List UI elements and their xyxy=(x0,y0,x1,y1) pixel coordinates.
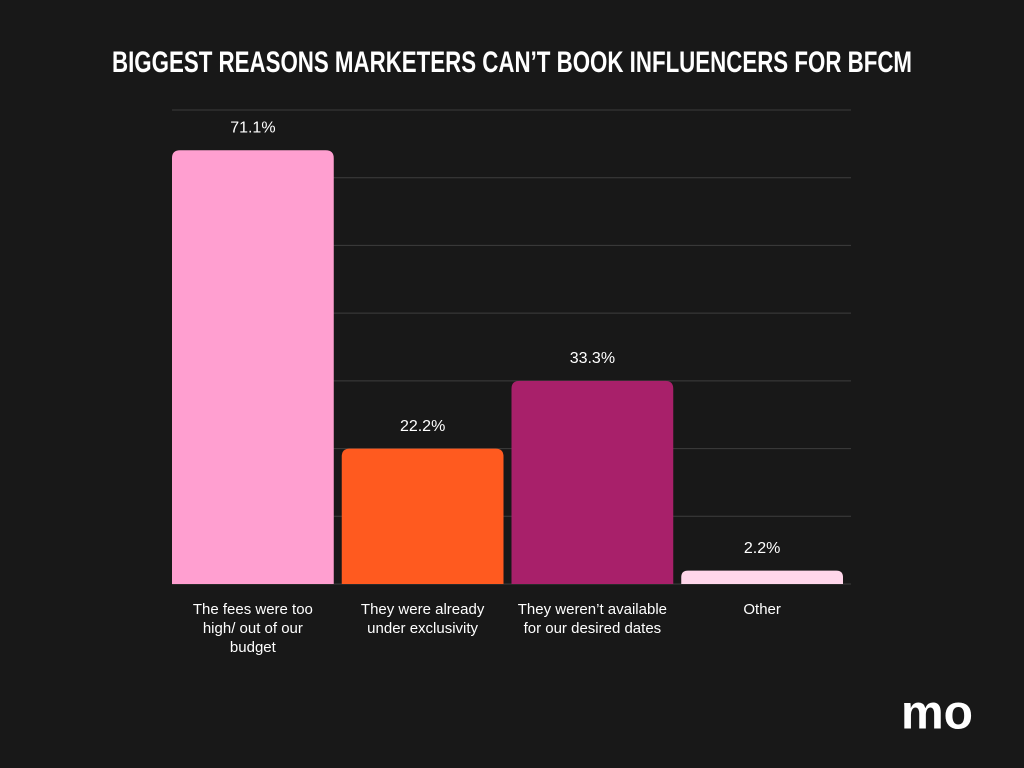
value-label: 2.2% xyxy=(744,540,780,557)
x-tick-label: Other xyxy=(743,601,781,618)
bar xyxy=(341,448,504,584)
x-tick-label: The fees were too high/ out of our budge… xyxy=(192,601,313,656)
bar xyxy=(511,380,674,584)
value-label: 71.1% xyxy=(230,119,275,136)
x-tick-label: They were already under exclusivity xyxy=(360,601,485,637)
logo: mo xyxy=(901,687,973,740)
bar xyxy=(681,570,843,584)
bar xyxy=(172,150,334,584)
chart-title: BIGGEST REASONS MARKETERS CAN’T BOOK INF… xyxy=(112,46,912,79)
value-label: 22.2% xyxy=(400,418,445,435)
x-tick-label: They weren’t available for our desired d… xyxy=(517,601,667,637)
value-label: 33.3% xyxy=(570,350,615,367)
